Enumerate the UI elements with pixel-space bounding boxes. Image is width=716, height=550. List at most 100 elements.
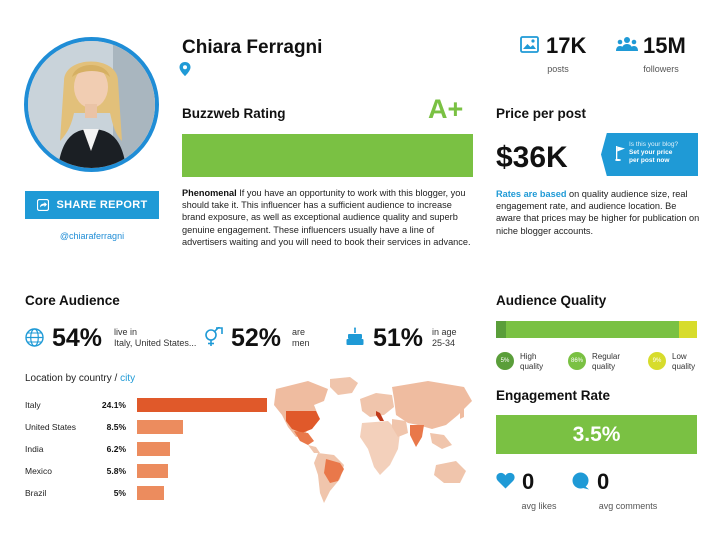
- country-name: Italy: [25, 400, 41, 410]
- map-australia: [434, 461, 466, 483]
- rating-description: Phenomenal If you have an opportunity to…: [182, 187, 474, 248]
- quality-label-line-1: Low: [672, 352, 687, 361]
- country-percent: 5.8%: [106, 466, 126, 476]
- age-label: in age 25-34: [432, 327, 457, 349]
- engagement-rate-bar: 3.5%: [496, 415, 697, 454]
- location-label-1: live in: [114, 327, 138, 337]
- flag-icon: [615, 146, 625, 161]
- country-percent: 6.2%: [106, 444, 126, 454]
- country-percent: 5%: [113, 488, 126, 498]
- avg-comments-value: 0: [597, 469, 610, 494]
- country-name: Brazil: [25, 488, 47, 498]
- location-percent: 54%: [52, 324, 103, 352]
- profile-name: Chiara Ferragni: [182, 37, 323, 58]
- country-percent: 24.1%: [101, 400, 126, 410]
- location-title-city-link[interactable]: city: [120, 373, 136, 384]
- country-percent: 8.5%: [106, 422, 126, 432]
- globe-icon: [25, 328, 44, 347]
- quality-label-line-2: quality: [520, 362, 544, 371]
- gender-percent: 52%: [231, 324, 282, 352]
- badge-line-1: Is this your blog?: [629, 141, 679, 148]
- core-audience-title: Core Audience: [25, 293, 120, 308]
- avg-comments-label: avg comments: [598, 501, 658, 511]
- map-india: [410, 425, 424, 447]
- map-middle-east: [392, 419, 408, 437]
- quality-label: Low quality: [672, 352, 695, 372]
- comment-icon: [572, 472, 589, 490]
- audience-quality-bar: [496, 321, 697, 338]
- rating-title: Buzzweb Rating: [182, 106, 286, 121]
- quality-label: Regular quality: [592, 352, 620, 372]
- price-note-text: on quality audience size, real engagemen…: [496, 189, 700, 236]
- quality-label: High quality: [520, 352, 543, 372]
- share-icon: [36, 199, 49, 211]
- rating-bar: [182, 134, 473, 177]
- map-italy: [376, 411, 384, 421]
- price-value: $36K: [496, 141, 568, 174]
- map-greenland: [330, 377, 358, 395]
- audience-quality-title: Audience Quality: [496, 293, 607, 308]
- quality-percent-badge: 86%: [568, 352, 586, 370]
- country-name: Mexico: [25, 466, 52, 476]
- gender-icon: [205, 327, 223, 346]
- map-central-america: [308, 445, 320, 453]
- quality-segment: [496, 321, 507, 338]
- rating-text: If you have an opportunity to work with …: [182, 188, 471, 247]
- set-price-badge[interactable]: Is this your blog? Set your price per po…: [601, 133, 698, 176]
- country-bar: [137, 398, 267, 412]
- birthday-cake-icon: [346, 327, 364, 345]
- followers-count: 15M: [643, 33, 686, 58]
- country-name: United States: [25, 422, 77, 432]
- price-note: Rates are based on quality audience size…: [496, 188, 701, 237]
- gender-label-2: men: [292, 338, 310, 348]
- quality-percent-badge: 9%: [648, 352, 666, 370]
- map-japan: [460, 407, 464, 419]
- age-label-1: in age: [432, 327, 457, 337]
- location-title-country[interactable]: Location by country /: [25, 373, 121, 384]
- profile-handle-link[interactable]: @chiaraferragni: [59, 231, 125, 241]
- location-label: live in Italy, United States...: [114, 327, 196, 349]
- map-brazil: [324, 459, 344, 483]
- avatar-photo: [28, 41, 155, 168]
- price-note-lead: Rates are based: [496, 189, 567, 199]
- price-title: Price per post: [496, 106, 587, 121]
- avg-likes-label: avg likes: [521, 501, 557, 511]
- badge-line-3: per post now: [629, 157, 670, 164]
- map-united-states: [286, 411, 320, 433]
- country-bar: [137, 420, 183, 434]
- followers-label: followers: [643, 64, 679, 74]
- followers-icon: [616, 37, 638, 51]
- quality-label-line-2: quality: [672, 362, 696, 371]
- image-icon: [520, 36, 539, 53]
- country-bar: [137, 486, 164, 500]
- map-southeast-asia: [430, 433, 452, 449]
- country-name: India: [25, 444, 44, 454]
- quality-segment: [678, 321, 697, 338]
- age-label-2: 25-34: [432, 338, 456, 348]
- age-percent: 51%: [373, 324, 424, 352]
- country-bar: [137, 464, 168, 478]
- location-title: Location by country / city: [25, 373, 135, 384]
- country-bar: [137, 442, 170, 456]
- location-label-2: Italy, United States...: [114, 338, 197, 348]
- quality-segment: [506, 321, 679, 338]
- heart-icon: [496, 472, 515, 489]
- posts-label: posts: [547, 64, 569, 74]
- posts-count: 17K: [546, 33, 587, 58]
- quality-label-line-1: Regular: [592, 352, 621, 361]
- world-map: [274, 377, 472, 503]
- gender-label-1: are: [292, 327, 306, 337]
- avg-likes-value: 0: [522, 469, 535, 494]
- badge-text: Is this your blog? Set your price per po…: [629, 141, 678, 165]
- map-europe: [360, 393, 394, 417]
- map-mexico: [294, 431, 314, 445]
- share-report-button[interactable]: SHARE REPORT: [25, 191, 159, 219]
- share-report-label: SHARE REPORT: [56, 199, 148, 211]
- quality-percent-badge: 5%: [496, 352, 514, 370]
- rating-grade: A+: [428, 94, 464, 124]
- avatar: [24, 37, 159, 172]
- quality-label-line-2: quality: [592, 362, 616, 371]
- gender-label: are men: [292, 327, 310, 349]
- map-africa: [360, 421, 400, 475]
- map-asia: [392, 381, 472, 429]
